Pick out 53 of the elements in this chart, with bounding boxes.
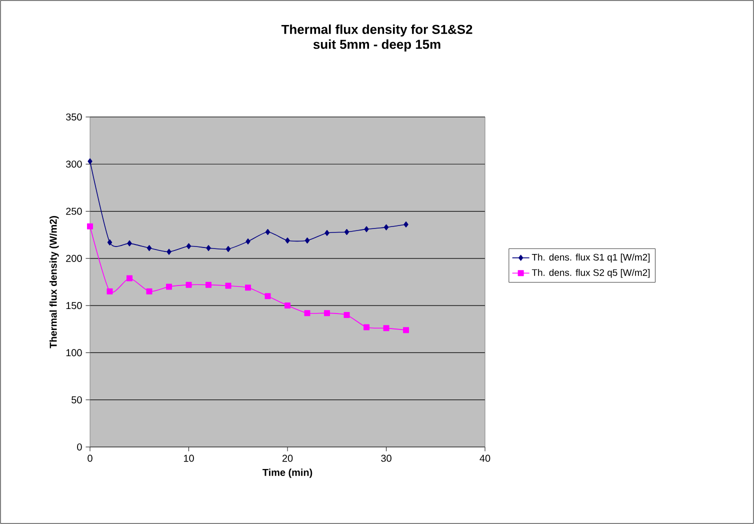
point: [265, 229, 270, 236]
x-tick-label: 0: [88, 454, 92, 462]
chart-title: Thermal flux density for S1&S2: [281, 24, 472, 37]
point: [364, 324, 370, 330]
point: [106, 288, 113, 294]
chart-subtitle: suit 5mm - deep 15m: [313, 39, 440, 52]
point: [146, 245, 152, 252]
y-tick-label: 0: [77, 443, 82, 451]
legend-label: Th. dens. flux S2 q5 [W/m2]: [532, 268, 650, 278]
point: [246, 238, 250, 244]
point: [344, 312, 350, 318]
x-axis-title: Time (min): [262, 468, 312, 478]
point: [146, 288, 152, 294]
x-tick-label: 40: [480, 454, 490, 462]
point: [166, 284, 172, 290]
y-tick-label: 200: [66, 254, 82, 262]
point: [225, 282, 232, 289]
point: [186, 282, 192, 288]
y-tick-label: 300: [66, 160, 82, 168]
point: [364, 226, 369, 232]
point: [126, 275, 133, 282]
x-tick-label: 10: [184, 454, 194, 462]
point: [87, 223, 94, 230]
point: [384, 224, 389, 230]
x-tick-label: 20: [282, 454, 293, 462]
legend-label: Th. dens. flux S1 q1 [W/m2]: [532, 254, 650, 262]
point: [324, 310, 330, 316]
point: [344, 229, 350, 236]
y-tick-label: 50: [72, 396, 82, 404]
point: [166, 248, 172, 255]
point: [107, 239, 112, 246]
y-axis-title: Thermal flux density (W/m2): [49, 216, 59, 348]
point: [284, 302, 291, 309]
point: [206, 245, 211, 252]
point: [304, 310, 310, 316]
point: [226, 246, 231, 252]
point: [285, 238, 290, 244]
point: [88, 158, 92, 164]
point: [404, 221, 408, 228]
point: [324, 230, 330, 236]
point: [127, 240, 132, 246]
x-tick-label: 30: [381, 454, 392, 462]
point: [264, 293, 271, 300]
point: [245, 284, 252, 291]
point: [206, 282, 212, 288]
y-tick-label: 150: [66, 302, 82, 310]
point: [383, 325, 390, 332]
y-tick-label: 350: [66, 113, 82, 121]
y-tick-label: 250: [66, 208, 82, 215]
point: [304, 238, 310, 244]
y-tick-label: 100: [66, 349, 82, 356]
point: [186, 243, 192, 250]
point: [403, 327, 410, 334]
